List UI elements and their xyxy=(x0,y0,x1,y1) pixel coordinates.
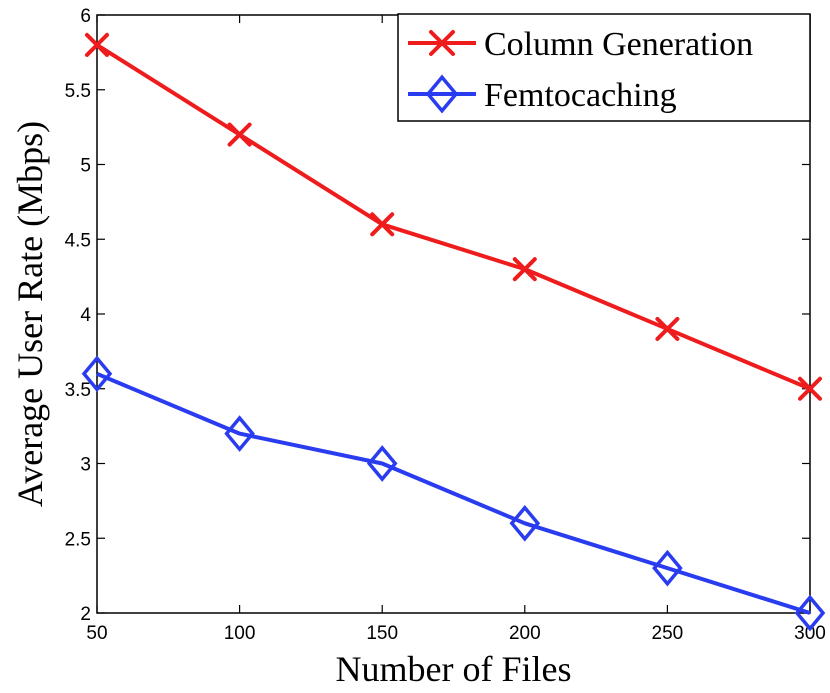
x-tick-label: 200 xyxy=(509,623,541,644)
y-tick-label: 2 xyxy=(80,604,91,625)
y-axis-title: Average User Rate (Mbps) xyxy=(10,121,50,507)
data-point xyxy=(224,415,255,452)
data-point xyxy=(798,376,822,401)
series-line xyxy=(95,43,811,391)
data-point xyxy=(366,445,398,482)
y-tick-label: 3 xyxy=(80,455,91,476)
x-tick-label: 50 xyxy=(86,623,107,644)
data-point xyxy=(81,355,113,393)
data-point xyxy=(370,212,395,237)
marker-stroke xyxy=(512,257,537,282)
series-line xyxy=(96,371,811,615)
x-tick-label: 300 xyxy=(794,623,826,644)
data-point xyxy=(655,316,680,341)
data-point xyxy=(652,549,683,587)
x-tick-label: 150 xyxy=(366,623,398,644)
y-tick-label: 3.5 xyxy=(65,380,91,401)
marker-stroke xyxy=(85,32,109,57)
legend-item: Femtocaching xyxy=(408,74,677,114)
y-tick-label: 4.5 xyxy=(65,230,91,251)
data-point xyxy=(509,504,541,542)
x-axis-title: Number of Files xyxy=(336,649,572,689)
marker-stroke xyxy=(370,212,395,237)
legend-item: Column Generation xyxy=(408,26,753,63)
legend-label: Femtocaching xyxy=(484,77,677,114)
legend-marker xyxy=(425,74,459,114)
y-tick-label: 6 xyxy=(80,6,91,27)
legend-items: Column Generation Femtocaching xyxy=(408,26,753,114)
data-point xyxy=(85,32,109,57)
y-tick-label: 4 xyxy=(80,305,91,326)
x-tick-label: 100 xyxy=(224,623,256,644)
y-tick-label: 5 xyxy=(80,156,91,177)
legend-label: Column Generation xyxy=(484,26,753,63)
marker-stroke xyxy=(655,316,680,341)
series-femtocaching xyxy=(81,355,826,632)
x-tick-label: 250 xyxy=(652,623,684,644)
marker-stroke xyxy=(227,122,252,147)
y-tick-label: 5.5 xyxy=(65,81,91,102)
series-layer xyxy=(81,32,826,632)
y-tick-label: 2.5 xyxy=(65,529,91,550)
legend-marker xyxy=(429,30,455,56)
data-point xyxy=(227,122,252,147)
series-column-generation xyxy=(85,32,822,401)
x-axis: 50 100 150 200 250 300 xyxy=(86,15,826,644)
marker-stroke xyxy=(429,30,455,56)
marker-stroke xyxy=(798,376,822,401)
legend: Column Generation Femtocaching xyxy=(397,13,811,122)
data-point xyxy=(794,594,826,632)
legend-box xyxy=(397,13,811,122)
data-point xyxy=(512,257,537,282)
